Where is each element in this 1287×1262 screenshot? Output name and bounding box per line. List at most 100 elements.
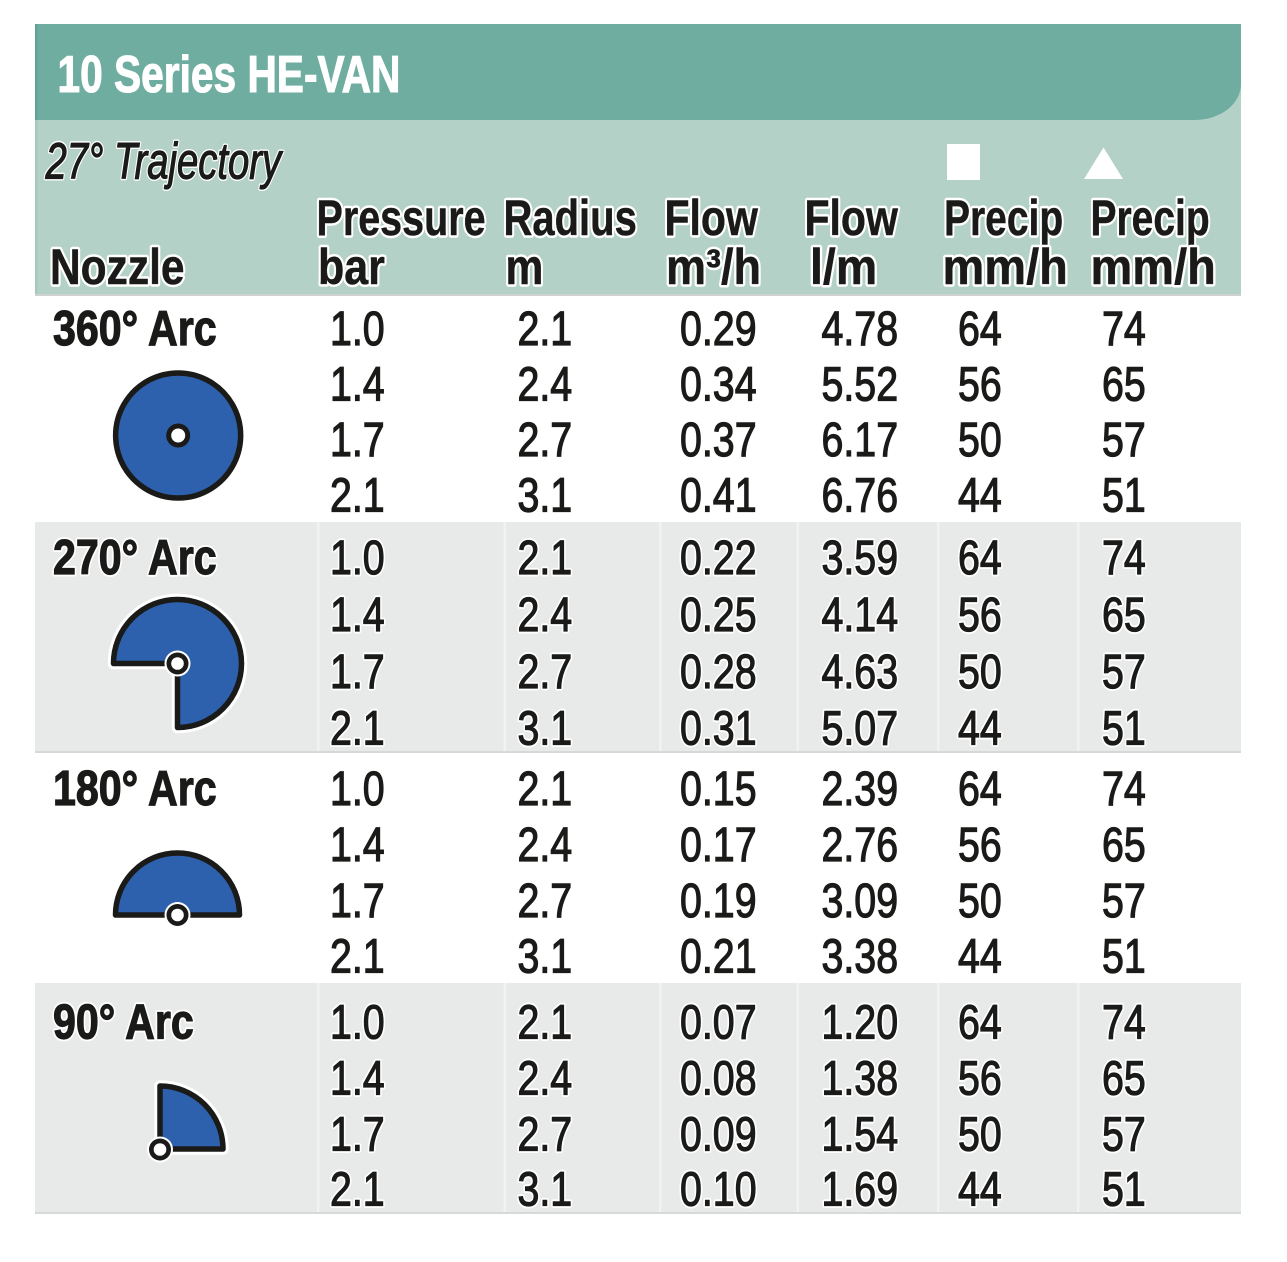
svg-text:2.4: 2.4 — [518, 588, 573, 642]
svg-text:56: 56 — [958, 818, 1002, 872]
svg-text:3.59: 3.59 — [822, 531, 899, 585]
svg-text:1.4: 1.4 — [330, 1052, 385, 1106]
svg-text:l/m: l/m — [810, 239, 877, 295]
svg-text:0.10: 0.10 — [680, 1163, 757, 1217]
svg-text:Precip: Precip — [1091, 189, 1210, 246]
svg-text:51: 51 — [1102, 930, 1146, 984]
svg-text:56: 56 — [958, 358, 1002, 412]
svg-text:2.7: 2.7 — [518, 1108, 573, 1162]
svg-text:1.0: 1.0 — [330, 762, 385, 816]
svg-text:1.0: 1.0 — [330, 531, 385, 585]
svg-text:2.1: 2.1 — [518, 762, 573, 816]
svg-text:Flow: Flow — [805, 190, 899, 246]
svg-text:1.7: 1.7 — [330, 1108, 385, 1162]
svg-text:1.4: 1.4 — [330, 1052, 385, 1106]
svg-text:0.41: 0.41 — [680, 469, 757, 523]
svg-text:74: 74 — [1102, 531, 1146, 585]
svg-text:50: 50 — [958, 645, 1002, 699]
svg-text:l/m: l/m — [810, 239, 877, 295]
svg-text:2.1: 2.1 — [330, 1163, 385, 1217]
svg-text:Nozzle: Nozzle — [50, 239, 185, 295]
svg-text:4.63: 4.63 — [822, 645, 899, 699]
svg-text:180° Arc: 180° Arc — [53, 761, 217, 816]
svg-text:2.1: 2.1 — [518, 302, 573, 356]
svg-text:0.08: 0.08 — [680, 1052, 757, 1106]
svg-text:0.31: 0.31 — [680, 702, 757, 756]
svg-text:mm/h: mm/h — [1091, 240, 1216, 296]
svg-text:1.4: 1.4 — [330, 358, 385, 412]
svg-text:56: 56 — [958, 1052, 1002, 1106]
svg-text:2.76: 2.76 — [822, 818, 899, 872]
svg-text:2.7: 2.7 — [518, 874, 573, 928]
svg-text:0.29: 0.29 — [680, 302, 757, 356]
svg-text:64: 64 — [958, 996, 1002, 1050]
svg-text:3.1: 3.1 — [518, 702, 573, 756]
svg-text:65: 65 — [1102, 818, 1146, 872]
svg-text:1.69: 1.69 — [822, 1163, 899, 1217]
svg-text:2.39: 2.39 — [822, 762, 899, 816]
svg-text:2.4: 2.4 — [518, 358, 573, 412]
svg-text:2.1: 2.1 — [330, 702, 385, 756]
svg-text:51: 51 — [1102, 1163, 1146, 1217]
svg-text:1.0: 1.0 — [330, 996, 385, 1050]
svg-text:0.15: 0.15 — [680, 762, 757, 816]
svg-text:3.1: 3.1 — [518, 1163, 573, 1217]
svg-text:56: 56 — [958, 818, 1002, 872]
svg-text:0.21: 0.21 — [680, 930, 757, 984]
svg-text:2.1: 2.1 — [518, 531, 573, 585]
svg-text:m: m — [506, 239, 544, 295]
svg-text:0.25: 0.25 — [680, 588, 757, 642]
svg-text:3.38: 3.38 — [822, 930, 899, 984]
svg-text:44: 44 — [958, 702, 1002, 756]
svg-text:65: 65 — [1102, 818, 1146, 872]
svg-text:3.09: 3.09 — [822, 874, 899, 928]
svg-text:74: 74 — [1102, 762, 1146, 816]
svg-text:0.10: 0.10 — [680, 1163, 757, 1217]
svg-text:65: 65 — [1102, 1052, 1146, 1106]
svg-text:65: 65 — [1102, 1052, 1146, 1106]
svg-text:1.4: 1.4 — [330, 588, 385, 642]
svg-text:2.7: 2.7 — [518, 1108, 573, 1162]
svg-text:0.37: 0.37 — [680, 413, 757, 467]
svg-text:Flow: Flow — [665, 190, 759, 246]
svg-text:Radius: Radius — [504, 190, 637, 246]
svg-text:0.41: 0.41 — [680, 469, 757, 523]
svg-text:5.07: 5.07 — [822, 702, 899, 756]
svg-text:57: 57 — [1102, 1108, 1146, 1162]
svg-text:64: 64 — [958, 762, 1002, 816]
svg-text:0.15: 0.15 — [680, 762, 757, 816]
svg-text:3.1: 3.1 — [518, 469, 573, 523]
svg-text:56: 56 — [958, 588, 1002, 642]
svg-text:0.07: 0.07 — [680, 996, 757, 1050]
svg-text:2.1: 2.1 — [518, 996, 573, 1050]
svg-text:50: 50 — [958, 413, 1002, 467]
svg-text:2.76: 2.76 — [822, 818, 899, 872]
svg-text:Precip: Precip — [944, 189, 1063, 246]
svg-text:1.4: 1.4 — [330, 588, 385, 642]
svg-text:0.34: 0.34 — [680, 358, 757, 412]
svg-text:0.22: 0.22 — [680, 531, 757, 585]
svg-text:2.4: 2.4 — [518, 818, 573, 872]
svg-text:1.4: 1.4 — [330, 358, 385, 412]
svg-text:0.17: 0.17 — [680, 818, 757, 872]
svg-text:64: 64 — [958, 531, 1002, 585]
svg-text:6.76: 6.76 — [822, 469, 899, 523]
svg-text:2.1: 2.1 — [330, 1163, 385, 1217]
svg-text:1.4: 1.4 — [330, 818, 385, 872]
svg-text:0.08: 0.08 — [680, 1052, 757, 1106]
svg-text:2.4: 2.4 — [518, 1052, 573, 1106]
svg-text:1.69: 1.69 — [822, 1163, 899, 1217]
svg-text:1.0: 1.0 — [330, 302, 385, 356]
svg-text:180° Arc: 180° Arc — [53, 761, 217, 816]
svg-text:64: 64 — [958, 996, 1002, 1050]
svg-text:360° Arc: 360° Arc — [53, 301, 217, 356]
svg-text:74: 74 — [1102, 996, 1146, 1050]
svg-text:2.1: 2.1 — [330, 702, 385, 756]
svg-text:2.4: 2.4 — [518, 818, 573, 872]
svg-text:0.31: 0.31 — [680, 702, 757, 756]
svg-text:44: 44 — [958, 702, 1002, 756]
svg-text:Precip: Precip — [944, 189, 1063, 246]
svg-text:2.7: 2.7 — [518, 645, 573, 699]
svg-text:50: 50 — [958, 1108, 1002, 1162]
svg-text:3.1: 3.1 — [518, 702, 573, 756]
